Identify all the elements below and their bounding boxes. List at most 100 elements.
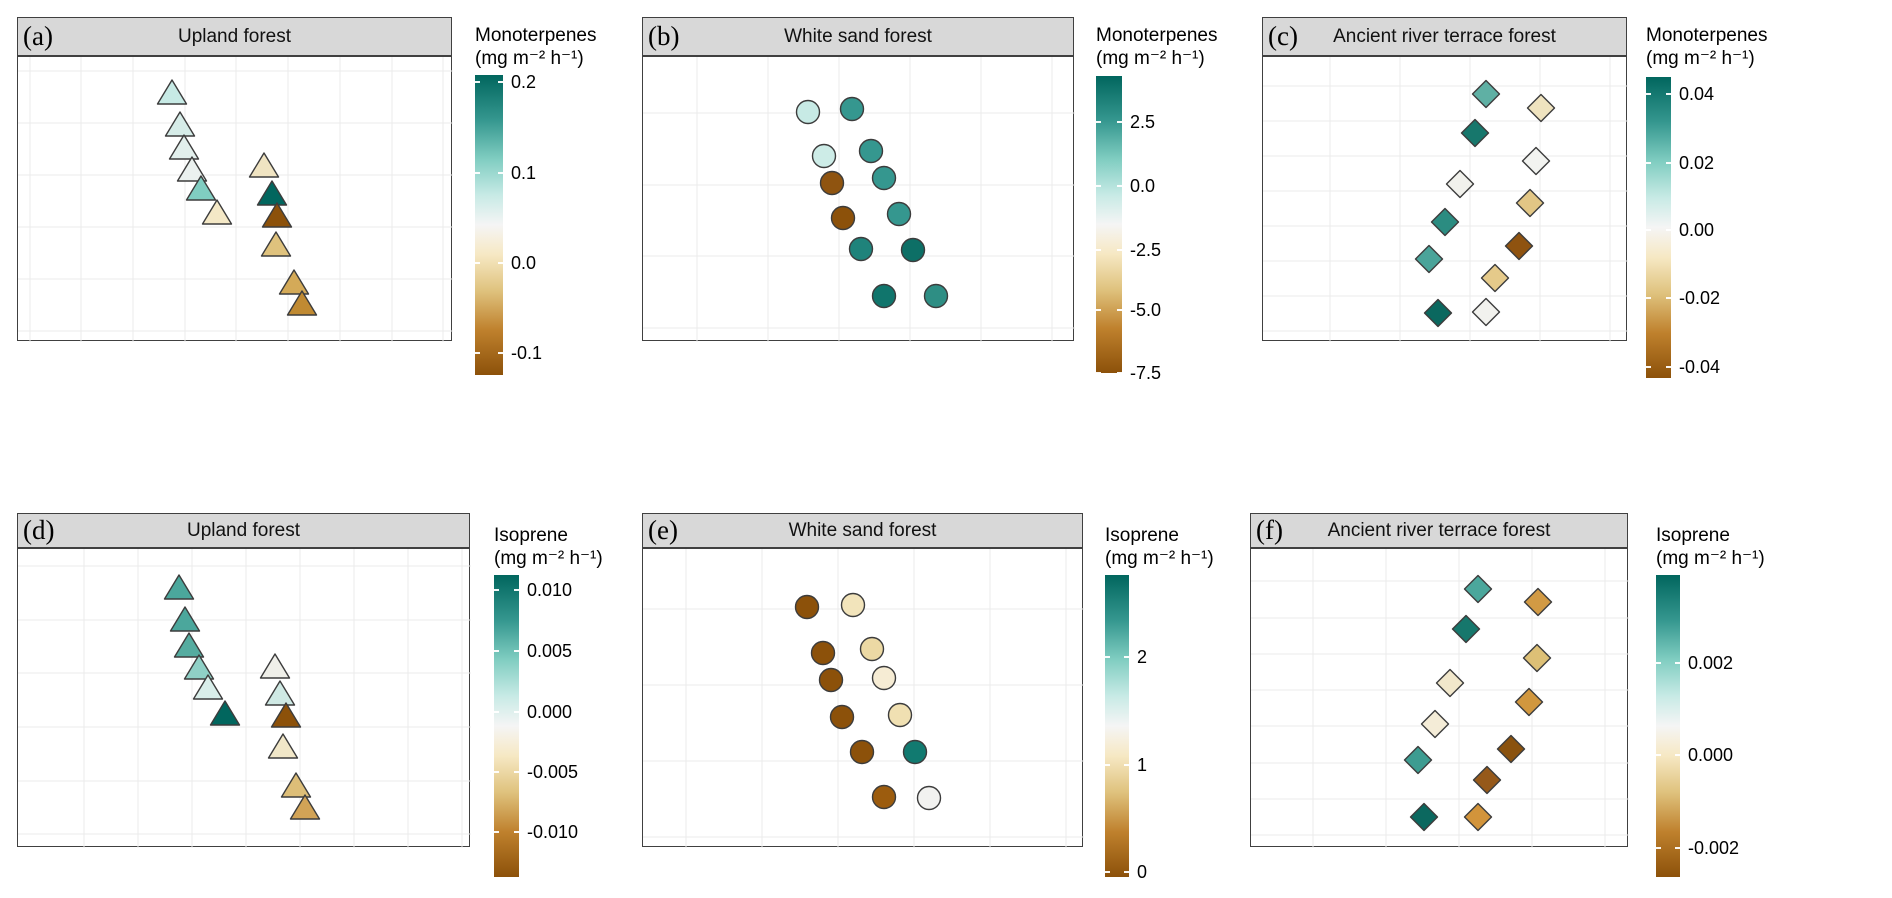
legend-title-f: Isoprene (mg m⁻² h⁻¹) — [1656, 524, 1765, 570]
triangle-marker — [169, 606, 201, 632]
colorbar-tick-label: -0.1 — [511, 343, 543, 363]
triangle-marker — [256, 180, 288, 206]
colorbar-tick-mark — [1117, 185, 1122, 187]
colorbar-tick-mark — [475, 262, 480, 264]
legend-title-text: Monoterpenes — [1096, 25, 1218, 46]
colorbar-tick-label: -5.0 — [1130, 300, 1162, 320]
facet-header-d: (d) Upland forest — [17, 513, 470, 548]
diamond-marker — [1471, 297, 1501, 327]
colorbar-tick-label: 0.0 — [511, 253, 537, 273]
diamond-marker — [1515, 188, 1545, 218]
circle-marker — [795, 99, 821, 125]
legend-title-e: Isoprene (mg m⁻² h⁻¹) — [1105, 524, 1214, 570]
colorbar-tick-mark — [1646, 93, 1651, 95]
triangle-marker — [176, 156, 208, 182]
plot-area-c — [1262, 56, 1628, 342]
legend-title-text: Isoprene — [1105, 525, 1179, 546]
triangle-marker — [209, 700, 241, 726]
colorbar-tick-label: -0.02 — [1679, 288, 1721, 308]
diamond-marker — [1463, 574, 1493, 604]
circle-marker — [871, 665, 897, 691]
colorbar-tick-label: -0.04 — [1679, 357, 1721, 377]
facet-header-a: (a) Upland forest — [17, 17, 452, 56]
panel-letter-f: (f) — [1256, 515, 1283, 545]
circle-marker — [830, 205, 856, 231]
diamond-marker — [1504, 231, 1534, 261]
plot-area-d — [17, 548, 471, 848]
colorbar-tick-mark — [1666, 297, 1671, 299]
panel-letter-a: (a) — [23, 21, 53, 51]
colorbar-tick-label: 0.005 — [527, 641, 573, 661]
colorbar-tick-mark — [1117, 121, 1122, 123]
facet-header-f: (f) Ancient river terrace forest — [1250, 513, 1628, 548]
colorbar-tick-mark — [1646, 162, 1651, 164]
triangle-marker — [264, 680, 296, 706]
plot-area-f — [1250, 548, 1629, 848]
triangle-marker — [267, 733, 299, 759]
colorbar-tick-mark — [498, 172, 503, 174]
legend-title-a: Monoterpenes (mg m⁻² h⁻¹) — [475, 24, 596, 70]
facet-header-c: (c) Ancient river terrace forest — [1262, 17, 1627, 56]
triangle-marker — [261, 202, 293, 228]
colorbar-tick-mark — [1675, 662, 1680, 664]
diamond-marker — [1409, 802, 1439, 832]
scatter-canvas-e — [643, 549, 1084, 848]
panel-letter-d: (d) — [23, 515, 55, 545]
circle-marker — [840, 592, 866, 618]
colorbar-tick-mark — [1656, 662, 1661, 664]
diamond-marker — [1523, 587, 1553, 617]
colorbar-tick-label: 2 — [1137, 647, 1148, 667]
legend-title-b: Monoterpenes (mg m⁻² h⁻¹) — [1096, 24, 1217, 70]
diamond-marker — [1522, 643, 1552, 673]
diamond-marker — [1526, 93, 1556, 123]
diamond-marker — [1435, 668, 1465, 698]
colorbar-tick-mark — [475, 81, 480, 83]
legend-title-text: Isoprene — [1656, 525, 1730, 546]
circle-marker — [858, 138, 884, 164]
panel-letter-e: (e) — [648, 515, 678, 545]
colorbar-tick-mark — [1096, 309, 1101, 311]
colorbar-tick-mark — [1666, 229, 1671, 231]
scatter-canvas-f — [1251, 549, 1629, 848]
triangle-marker — [260, 231, 292, 257]
facet-title-f: Ancient river terrace forest — [1327, 519, 1551, 541]
colorbar-tick-label: -7.5 — [1130, 363, 1162, 383]
colorbar-tick-mark — [1096, 372, 1101, 374]
legend-units-text: (mg m⁻² h⁻¹) — [1656, 548, 1765, 569]
colorbar-tick-mark — [1666, 93, 1671, 95]
colorbar-tick-label: 0.04 — [1679, 84, 1715, 104]
triangle-marker — [163, 574, 195, 600]
triangle-marker — [201, 199, 233, 225]
circle-marker — [887, 702, 913, 728]
colorbar-tick-label: 0.010 — [527, 580, 573, 600]
colorbar-tick-mark — [514, 771, 519, 773]
triangle-marker — [183, 654, 215, 680]
colorbar-tick-mark — [494, 771, 499, 773]
colorbar-tick-label: -0.002 — [1688, 838, 1740, 858]
triangle-marker — [192, 674, 224, 700]
triangle-marker — [248, 152, 280, 178]
colorbar-tick-label: 0.002 — [1688, 653, 1734, 673]
colorbar-tick-mark — [475, 352, 480, 354]
colorbar-tick-label: 0.02 — [1679, 153, 1715, 173]
colorbar-tick-mark — [1105, 656, 1110, 658]
colorbar-tick-mark — [1096, 185, 1101, 187]
legend-colorbar-c — [1646, 77, 1671, 378]
triangle-marker — [168, 134, 200, 160]
diamond-marker — [1471, 79, 1501, 109]
circle-marker — [871, 283, 897, 309]
circle-marker — [871, 165, 897, 191]
colorbar-tick-mark — [1096, 121, 1101, 123]
colorbar-tick-mark — [1117, 249, 1122, 251]
diamond-marker — [1521, 146, 1551, 176]
triangle-marker — [270, 702, 302, 728]
legend-units-text: (mg m⁻² h⁻¹) — [1096, 48, 1205, 69]
colorbar-tick-mark — [514, 711, 519, 713]
diamond-marker — [1472, 765, 1502, 795]
colorbar-tick-mark — [1105, 764, 1110, 766]
circle-marker — [839, 96, 865, 122]
triangle-marker — [280, 772, 312, 798]
colorbar-tick-label: 0.000 — [527, 702, 573, 722]
legend-title-c: Monoterpenes (mg m⁻² h⁻¹) — [1646, 24, 1767, 70]
